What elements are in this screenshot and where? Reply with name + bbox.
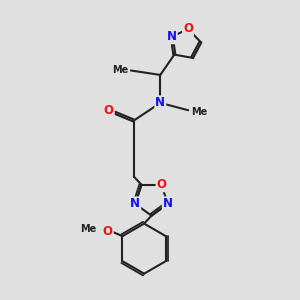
Text: Me: Me	[191, 107, 208, 117]
Text: Me: Me	[80, 224, 97, 234]
Text: O: O	[183, 22, 193, 35]
Text: O: O	[104, 104, 114, 117]
Text: N: N	[130, 197, 140, 210]
Text: Me: Me	[112, 65, 128, 75]
Text: N: N	[167, 30, 177, 43]
Text: N: N	[163, 197, 173, 210]
Text: O: O	[103, 225, 113, 238]
Text: O: O	[157, 178, 166, 191]
Text: N: N	[155, 96, 165, 110]
